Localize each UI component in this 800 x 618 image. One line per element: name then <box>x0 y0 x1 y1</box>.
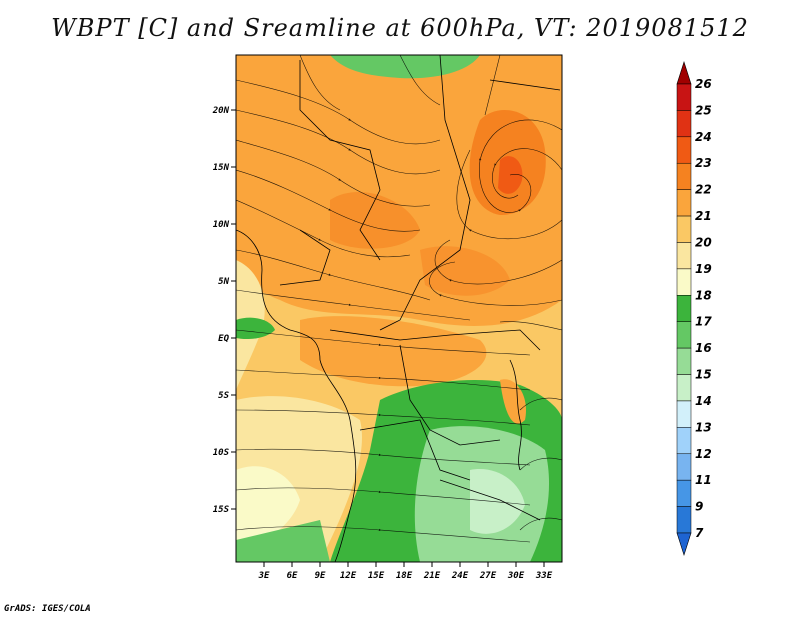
colorbar-label: 18 <box>695 288 712 302</box>
colorbar-swatch <box>676 110 692 138</box>
y-axis-ticks <box>231 109 236 510</box>
colorbar <box>676 61 692 556</box>
colorbar-top-triangle <box>676 61 692 85</box>
colorbar-swatch <box>676 215 692 243</box>
colorbar-swatch <box>676 347 692 375</box>
x-axis-labels: 3E 6E 9E 12E 15E 18E 21E 24E 27E 30E 33E <box>258 571 553 581</box>
colorbar-swatch <box>676 506 692 534</box>
colorbar-bottom-triangle <box>676 532 692 556</box>
colorbar-swatch <box>676 400 692 428</box>
x-label-12e: 12E <box>340 571 357 581</box>
x-label-3e: 3E <box>258 571 270 581</box>
y-label-5n: 5N <box>218 277 229 287</box>
colorbar-label: 12 <box>695 447 712 461</box>
colorbar-label: 9 <box>695 500 703 514</box>
x-label-30e: 30E <box>507 571 525 581</box>
y-label-15n: 15N <box>213 163 230 173</box>
colorbar-swatch <box>676 321 692 349</box>
y-axis-labels: 20N 15N 10N 5N EQ 5S 10S 15S <box>212 106 230 515</box>
y-label-20n: 20N <box>212 106 230 116</box>
colorbar-swatch <box>676 162 692 190</box>
colorbar-label: 23 <box>695 156 712 170</box>
colorbar-label: 20 <box>695 235 712 249</box>
colorbar-label: 22 <box>695 183 712 197</box>
colorbar-label: 21 <box>695 209 712 223</box>
colorbar-label: 11 <box>695 473 712 487</box>
colorbar-swatch <box>676 136 692 164</box>
colorbar-label: 13 <box>695 420 712 434</box>
colorbar-swatch <box>676 374 692 402</box>
wbpt-shaded-field <box>236 55 562 562</box>
colorbar-swatch <box>676 427 692 455</box>
colorbar-swatch <box>676 83 692 111</box>
colorbar-label: 19 <box>695 262 712 276</box>
colorbar-swatch <box>676 295 692 322</box>
footer-credit: GrADS: IGES/COLA <box>4 604 91 614</box>
colorbar-label: 24 <box>695 130 712 144</box>
colorbar-swatch <box>676 268 692 296</box>
x-label-18e: 18E <box>396 571 413 581</box>
x-label-9e: 9E <box>315 571 326 581</box>
map-frame <box>235 54 563 563</box>
x-label-27e: 27E <box>479 571 497 581</box>
colorbar-label: 16 <box>695 341 712 355</box>
chart-title: WBPT [C] and Sreamline at 600hPa, VT: 20… <box>51 14 749 42</box>
y-label-15s: 15S <box>213 505 230 515</box>
colorbar-swatch <box>676 453 692 481</box>
colorbar-label: 25 <box>695 103 712 117</box>
y-label-10n: 10N <box>213 220 230 230</box>
colorbar-swatch <box>676 479 692 507</box>
colorbar-label: 14 <box>695 394 712 408</box>
x-label-33e: 33E <box>535 571 553 581</box>
colorbar-label: 7 <box>695 526 704 540</box>
colorbar-labels: 26 25 24 23 22 21 20 19 18 17 16 15 14 13 12 11 9 7 <box>695 77 712 540</box>
colorbar-label: 15 <box>695 368 712 382</box>
x-axis-ticks <box>263 562 545 567</box>
y-label-5s: 5S <box>218 391 229 401</box>
colorbar-label: 17 <box>695 315 712 329</box>
x-label-6e: 6E <box>287 571 298 581</box>
y-label-10s: 10S <box>213 448 230 458</box>
x-label-15e: 15E <box>368 571 385 581</box>
colorbar-swatch <box>676 189 692 217</box>
x-label-24e: 24E <box>451 571 469 581</box>
x-label-21e: 21E <box>423 571 441 581</box>
y-label-eq: EQ <box>218 334 229 344</box>
colorbar-swatch <box>676 242 692 270</box>
colorbar-label: 26 <box>695 77 712 91</box>
